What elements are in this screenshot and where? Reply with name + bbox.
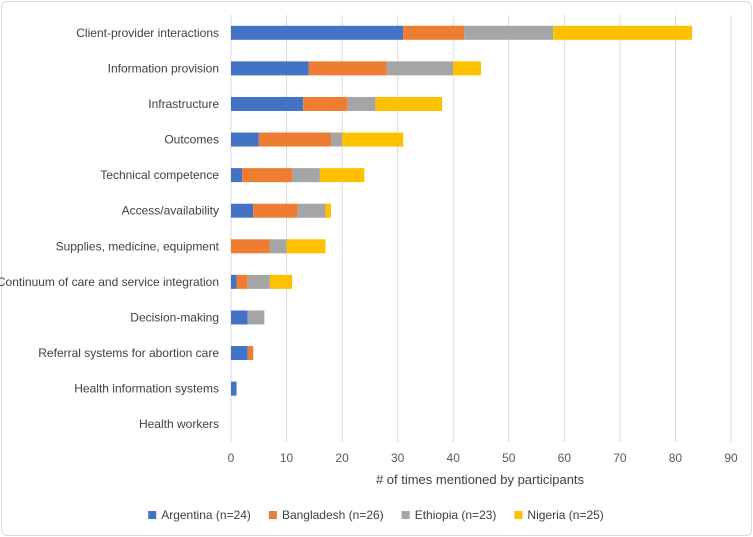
bar-segment (269, 274, 293, 289)
bar-segment (231, 132, 259, 147)
category-label: Continuum of care and service integratio… (0, 275, 219, 289)
x-tick-label: 90 (724, 451, 738, 465)
bar-segment (286, 239, 326, 254)
bar-segment (236, 274, 248, 289)
bar-segment (247, 274, 270, 289)
category-label: Client-provider interactions (76, 26, 219, 40)
x-tick-label: 50 (502, 451, 516, 465)
bar-segment (403, 25, 465, 40)
gridlines (230, 15, 732, 442)
category-label: Information provision (108, 61, 219, 75)
bar-segment (464, 25, 554, 40)
bar-segment (342, 132, 404, 147)
bar-segment (247, 310, 265, 325)
legend-label: Argentina (n=24) (161, 508, 251, 522)
x-axis-title: # of times mentioned by participants (376, 472, 585, 487)
bar-segment (231, 239, 270, 254)
category-label: Health information systems (74, 382, 219, 396)
x-tick-label: 60 (558, 451, 572, 465)
bar-segment (231, 274, 237, 289)
x-tick-label: 40 (447, 451, 461, 465)
category-label: Referral systems for abortion care (38, 346, 219, 360)
bar-segment (269, 239, 287, 254)
bars (231, 25, 693, 396)
legend-label: Bangladesh (n=26) (282, 508, 384, 522)
bar-segment (375, 96, 443, 111)
bar-segment (297, 203, 326, 218)
x-tick-label: 80 (669, 451, 683, 465)
bar-segment (247, 346, 254, 361)
bar-segment (253, 203, 298, 218)
legend-swatch (148, 511, 157, 519)
category-label: Infrastructure (148, 97, 219, 111)
category-label: Technical competence (100, 168, 219, 182)
bar-segment (331, 132, 343, 147)
bar-segment (347, 96, 376, 111)
legend-swatch (514, 511, 523, 519)
x-tick-label: 10 (280, 451, 294, 465)
bar-segment (303, 96, 348, 111)
bar-segment (553, 25, 693, 40)
bar-segment (258, 132, 331, 147)
legend-label: Nigeria (n=25) (527, 508, 603, 522)
x-tick-label: 0 (228, 451, 235, 465)
legend-swatch (268, 511, 277, 519)
category-label: Health workers (139, 417, 219, 431)
bar-segment (453, 61, 481, 76)
category-label: Access/availability (122, 204, 219, 218)
bar-segment (292, 168, 320, 183)
legend-swatch (401, 511, 410, 519)
x-tick-label: 70 (613, 451, 627, 465)
bar-segment (231, 310, 248, 325)
bar-segment (386, 61, 454, 76)
x-tick-labels: 0 10 20 30 40 50 60 70 80 90 (228, 451, 738, 465)
category-labels: Client-provider interactions Information … (0, 26, 220, 431)
bar-segment (231, 203, 254, 218)
category-label: Outcomes (164, 133, 219, 147)
x-tick-label: 30 (391, 451, 405, 465)
bar-segment (319, 168, 365, 183)
bar-segment (242, 168, 293, 183)
bar-segment (231, 168, 243, 183)
bar-segment (231, 96, 304, 111)
legend-label: Ethiopia (n=23) (415, 508, 497, 522)
bar-segment (231, 381, 237, 396)
x-tick-label: 20 (335, 451, 349, 465)
legend: Argentina (n=24) Bangladesh (n=26) Ethiopi… (148, 508, 604, 522)
bar-segment (308, 61, 387, 76)
category-label: Decision-making (130, 310, 219, 324)
bar-segment (325, 203, 331, 218)
bar-segment (231, 25, 404, 40)
category-label: Supplies, medicine, equipment (56, 239, 220, 253)
bar-segment (231, 61, 309, 76)
bar-segment (231, 346, 248, 361)
